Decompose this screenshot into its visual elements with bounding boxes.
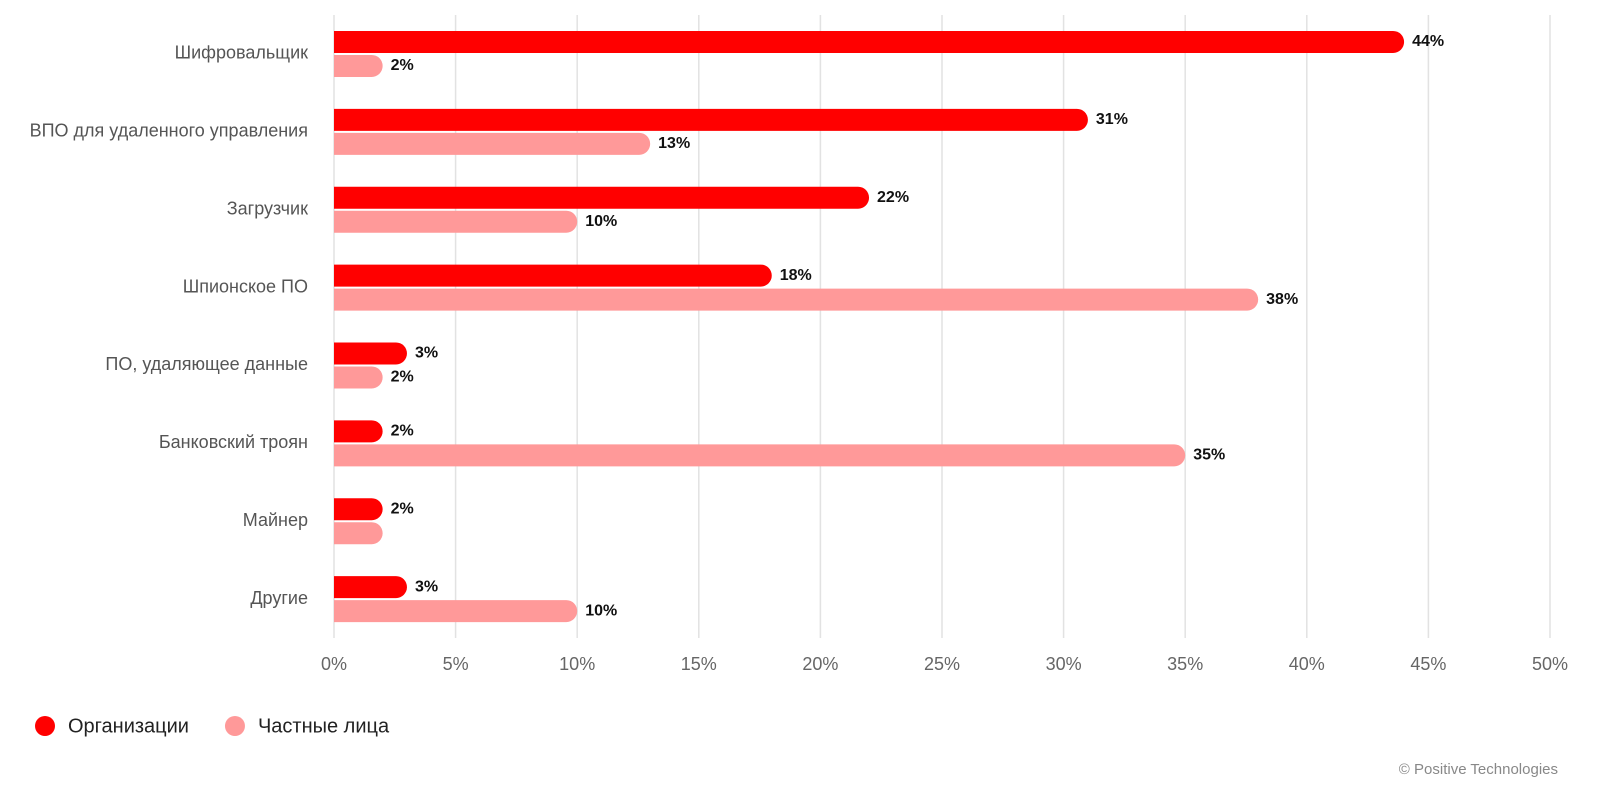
value-label: 10% xyxy=(585,602,617,619)
source: © Positive Technologies xyxy=(1399,761,1558,778)
bar xyxy=(334,132,651,155)
x-tick-label: 20% xyxy=(802,654,838,674)
bar xyxy=(334,576,407,599)
value-label: 35% xyxy=(1193,447,1225,464)
bar xyxy=(334,210,578,233)
bar xyxy=(334,342,407,365)
bar xyxy=(334,288,1259,311)
legend-label: Организации xyxy=(68,715,189,737)
x-tick-label: 35% xyxy=(1167,654,1203,674)
x-tick-label: 10% xyxy=(559,654,595,674)
category-label: ВПО для удаленного управления xyxy=(30,121,308,141)
value-label: 2% xyxy=(391,57,414,74)
legend-marker xyxy=(224,716,245,736)
category-label: Другие xyxy=(250,588,308,608)
category-label: Шифровальщик xyxy=(175,43,308,63)
value-label: 18% xyxy=(780,267,812,284)
x-tick-label: 40% xyxy=(1289,654,1325,674)
bar xyxy=(334,444,1186,467)
value-label: 3% xyxy=(415,578,438,595)
value-label: 2% xyxy=(391,423,414,440)
value-label: 44% xyxy=(1412,33,1444,50)
x-tick-label: 30% xyxy=(1046,654,1082,674)
bar xyxy=(334,108,1088,131)
x-tick-label: 15% xyxy=(681,654,717,674)
bar xyxy=(334,600,578,623)
value-label: 3% xyxy=(415,345,438,362)
category-label: Шпионское ПО xyxy=(183,276,308,296)
legend-marker xyxy=(35,716,55,736)
value-label: 13% xyxy=(658,135,690,152)
x-tick-label: 45% xyxy=(1410,654,1446,674)
value-label: 2% xyxy=(391,369,414,386)
category-label: ПО, удаляющее данные xyxy=(105,354,308,374)
x-tick-label: 0% xyxy=(321,654,347,674)
bar xyxy=(334,264,772,287)
category-label: Майнер xyxy=(243,510,308,530)
bar xyxy=(334,186,870,209)
value-label: 22% xyxy=(877,189,909,206)
category-label: Банковский троян xyxy=(159,432,308,452)
bar xyxy=(334,366,383,389)
x-tick-label: 5% xyxy=(443,654,469,674)
x-tick-label: 25% xyxy=(924,654,960,674)
category-label: Загрузчик xyxy=(227,198,308,218)
legend-label: Частные лица xyxy=(258,715,390,737)
value-label: 31% xyxy=(1096,111,1128,128)
value-label: 10% xyxy=(585,213,617,230)
bar xyxy=(334,54,383,77)
bar xyxy=(334,522,383,545)
x-tick-label: 50% xyxy=(1532,654,1568,674)
bar xyxy=(334,420,383,443)
bar xyxy=(334,30,1405,53)
value-label: 38% xyxy=(1266,291,1298,308)
value-label: 2% xyxy=(391,500,414,517)
bar xyxy=(334,498,383,521)
